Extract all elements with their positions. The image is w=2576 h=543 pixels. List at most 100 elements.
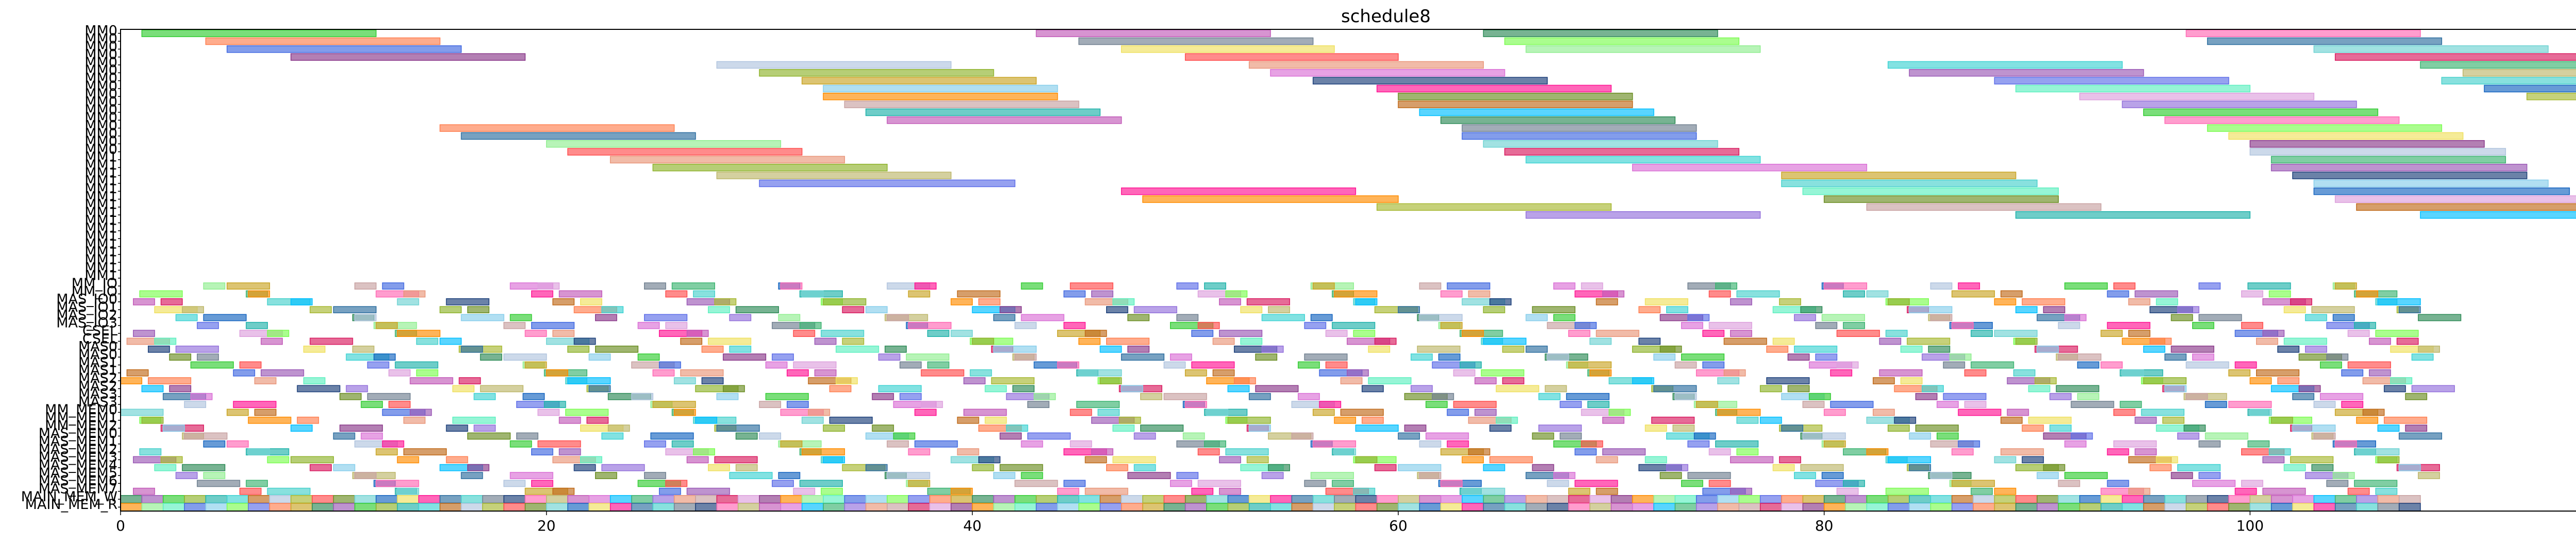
gantt-bar <box>972 503 994 512</box>
gantt-bar <box>397 330 440 337</box>
gantt-bar <box>1866 495 1889 504</box>
gantt-bar <box>823 298 867 306</box>
gantt-bar <box>1836 330 1880 337</box>
gantt-bar <box>552 330 575 337</box>
gantt-bar <box>1310 472 1354 479</box>
gantt-bar <box>1504 37 1740 45</box>
gantt-bar <box>418 503 440 512</box>
gantt-bar <box>1361 385 1384 393</box>
gantt-bar <box>446 298 489 306</box>
gantt-bar <box>759 69 994 77</box>
gantt-bar <box>482 495 504 504</box>
gantt-bar <box>588 385 611 393</box>
gantt-bar <box>2420 61 2576 69</box>
gantt-bar <box>1738 495 1761 504</box>
gantt-bar <box>1170 353 1192 361</box>
gantt-bar <box>467 432 511 440</box>
gantt-bar <box>354 282 377 290</box>
gantt-bar <box>1909 464 1931 471</box>
gantt-bar <box>1063 321 1086 329</box>
gantt-bar <box>1553 282 1575 290</box>
gantt-bar <box>908 480 930 487</box>
y-tick-label: MM_IO <box>72 276 117 292</box>
gantt-bar <box>1398 503 1420 512</box>
gantt-bar <box>1355 425 1399 432</box>
gantt-bar <box>354 495 377 504</box>
gantt-bar <box>1014 503 1037 512</box>
gantt-bar <box>701 377 724 384</box>
gantt-bar <box>2079 93 2315 100</box>
gantt-bar <box>842 306 865 314</box>
gantt-bar <box>1212 337 1235 345</box>
gantt-bar <box>908 448 930 455</box>
gantt-bar <box>1142 503 1165 512</box>
gantt-bar <box>1099 377 1122 384</box>
gantt-bar <box>793 330 816 337</box>
gantt-bar <box>1928 345 1951 353</box>
gantt-bar <box>1419 440 1442 448</box>
gantt-bar <box>1526 156 1761 164</box>
y-tick-label: MM1 <box>84 244 117 260</box>
gantt-bar <box>1121 45 1335 53</box>
gantt-bar <box>1708 448 1731 455</box>
gantt-bar <box>1376 84 1612 93</box>
gantt-bar <box>1766 377 1810 384</box>
y-tick-label: MAS2 <box>78 370 117 386</box>
gantt-bar <box>1312 77 1548 84</box>
gantt-bar <box>1717 377 1740 384</box>
gantt-bar <box>1340 377 1363 384</box>
gantt-bar <box>1368 377 1412 384</box>
gantt-bar <box>1462 132 1697 140</box>
gantt-bar <box>2526 93 2576 100</box>
gantt-bar <box>2058 495 2080 504</box>
gantt-bar <box>1973 495 1995 504</box>
gantt-bar <box>1547 353 1569 361</box>
gantt-bar <box>2334 53 2576 61</box>
gantt-bar <box>793 487 816 495</box>
gantt-bar <box>2268 448 2291 455</box>
gantt-bar <box>1736 416 1759 424</box>
gantt-bar <box>376 321 398 329</box>
gantt-bar <box>1057 487 1079 495</box>
gantt-bar <box>1526 314 1548 321</box>
gantt-bar <box>1823 440 1846 448</box>
gantt-bar <box>993 472 1015 479</box>
gantt-bar <box>1376 503 1399 512</box>
gantt-bar <box>2377 425 2400 432</box>
gantt-bar <box>2356 203 2576 211</box>
gantt-bar <box>203 440 226 448</box>
gantt-bar <box>459 377 481 384</box>
gantt-bar <box>1951 503 1974 512</box>
gantt-bar <box>1653 503 1676 512</box>
gantt-bar <box>1971 487 1993 495</box>
gantt-bar <box>1398 432 1420 440</box>
gantt-bar <box>461 132 696 140</box>
gantt-bar <box>665 480 688 487</box>
gantt-bar <box>2185 361 2229 369</box>
gantt-bar <box>607 425 630 432</box>
gantt-bar <box>1440 480 1463 487</box>
gantt-bar <box>290 456 334 464</box>
gantt-bar <box>908 495 930 504</box>
gantt-bar <box>1687 472 1731 479</box>
gantt-bar <box>537 409 560 416</box>
gantt-bar <box>175 345 219 353</box>
gantt-bar <box>759 401 782 408</box>
gantt-bar <box>671 282 715 290</box>
y-tick-label: MM_MEM0 <box>45 402 117 418</box>
gantt-bar <box>1866 290 1889 298</box>
gantt-bar <box>823 495 845 504</box>
gantt-bar <box>1248 393 1271 400</box>
gantt-bar <box>1347 369 1369 377</box>
gantt-bar <box>1717 409 1761 416</box>
gantt-bar <box>1425 401 1448 408</box>
gantt-bar <box>133 330 155 337</box>
gantt-bar <box>2241 290 2263 298</box>
gantt-bar <box>2277 377 2300 384</box>
gantt-bar <box>595 314 617 321</box>
gantt-bar <box>708 464 730 471</box>
y-tick-label: MM1 <box>84 205 117 220</box>
gantt-bar <box>1994 487 2016 495</box>
gantt-bar <box>546 503 568 512</box>
gantt-bar <box>395 361 438 369</box>
